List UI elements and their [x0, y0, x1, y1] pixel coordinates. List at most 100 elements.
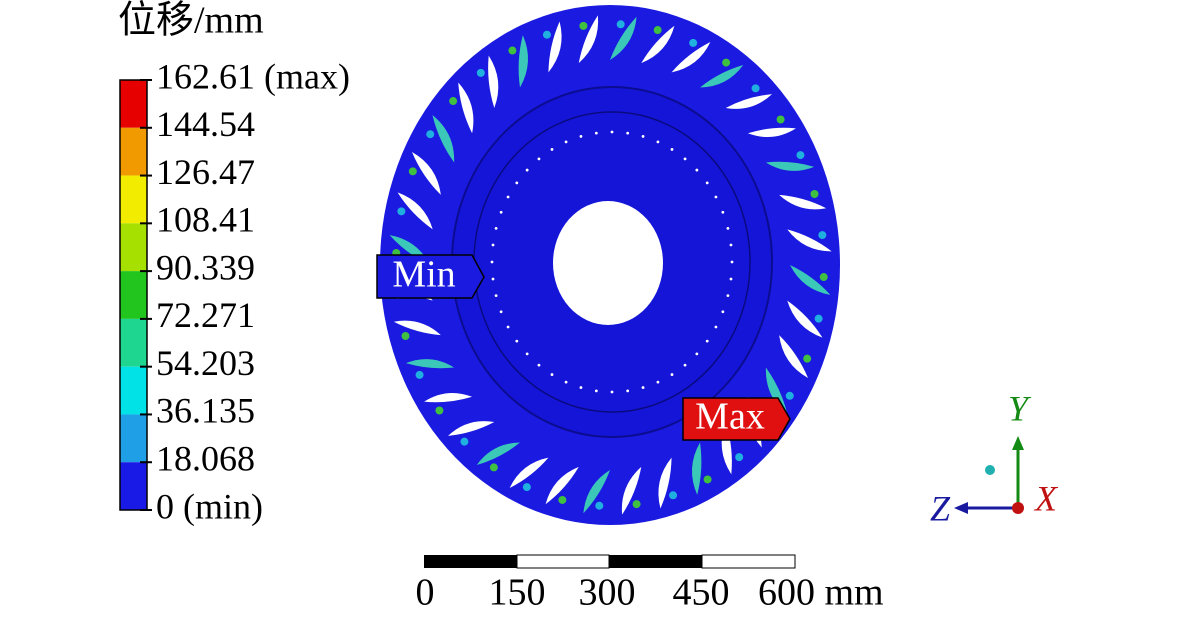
- blade-gap: [779, 335, 809, 379]
- bolt-hole: [656, 140, 660, 144]
- blade-tip: [776, 115, 785, 124]
- bolt-hole: [550, 373, 554, 376]
- blade-gap: [545, 466, 579, 505]
- blade-gap: [621, 466, 642, 515]
- blade-tip: [579, 21, 588, 30]
- blade-tip: [522, 483, 531, 492]
- bolt-holes: [490, 130, 734, 394]
- bolt-hole: [721, 210, 725, 214]
- bolt-hole: [491, 243, 495, 247]
- blade-gap: [700, 65, 744, 88]
- legend-swatch: [120, 271, 147, 319]
- bolt-hole: [515, 339, 519, 343]
- blade-gap: [424, 392, 473, 403]
- legend-frame: [119, 79, 148, 511]
- x-axis-dot: [1012, 502, 1024, 514]
- bolt-hole: [494, 294, 498, 298]
- legend-label: 54.203: [156, 343, 255, 383]
- legend-label: 144.54: [156, 104, 255, 144]
- color-legend: 162.61 (max) 144.54 126.47 108.41 90.339 72.2…: [119, 56, 350, 526]
- blade-tip: [542, 30, 551, 39]
- blade-tip: [785, 391, 794, 400]
- blade-tip: [653, 26, 662, 35]
- blade-gap: [765, 367, 788, 416]
- min-box: [376, 254, 485, 299]
- blade-gap: [393, 320, 441, 336]
- blade-tip: [476, 68, 485, 77]
- blade-tip: [722, 58, 731, 67]
- z-arrowhead: [954, 502, 968, 514]
- legend-swatch: [120, 318, 147, 367]
- bolt-hole: [714, 195, 718, 199]
- bolt-hole: [695, 168, 699, 172]
- blade-gap: [432, 114, 455, 163]
- legend-label: 108.41: [156, 200, 255, 240]
- view-dot: [985, 465, 995, 475]
- blade-gap: [518, 35, 529, 88]
- bolt-hole: [506, 325, 510, 329]
- bolt-hole: [626, 389, 630, 393]
- blade-gap: [691, 442, 702, 495]
- bolt-hole: [515, 181, 519, 185]
- bolt-hole: [726, 294, 730, 298]
- bolt-hole: [610, 390, 614, 394]
- max-label: Max: [695, 396, 765, 438]
- bolt-hole: [506, 195, 510, 199]
- bolt-hole: [537, 363, 541, 367]
- blade-gap: [548, 21, 562, 73]
- bolt-hole: [499, 310, 503, 314]
- legend-label: 36.135: [156, 391, 255, 431]
- blade-gap: [488, 55, 499, 108]
- scale-label: 0: [416, 572, 435, 614]
- bolt-hole: [537, 157, 541, 161]
- bolt-hole: [594, 389, 598, 393]
- legend-swatch: [120, 223, 147, 272]
- scale-label: 300: [579, 572, 636, 614]
- scale-label: 150: [489, 572, 546, 614]
- scale-bar: 0 150 300 450 600 mm: [416, 554, 884, 614]
- legend-swatch: [120, 366, 147, 415]
- blade-tip: [449, 97, 458, 106]
- blade-tip: [735, 453, 744, 462]
- bolt-hole: [525, 168, 529, 172]
- legend-swatch: [120, 414, 147, 463]
- scale-segment: [424, 555, 517, 568]
- scale-label: 450: [673, 572, 730, 614]
- blade-gap: [725, 94, 773, 109]
- blade-gap: [747, 127, 796, 138]
- blade-tip: [819, 273, 828, 282]
- blade-gap: [658, 457, 672, 509]
- bolt-hole: [490, 260, 494, 264]
- blade-gap: [610, 16, 637, 60]
- scale-segment: [701, 554, 796, 569]
- z-axis-label: Z: [930, 488, 951, 528]
- legend-swatch: [120, 175, 147, 224]
- blade-tip: [796, 151, 805, 160]
- blade-tip: [669, 491, 678, 500]
- blade-tip: [632, 500, 641, 509]
- blade-tip: [803, 354, 812, 363]
- bolt-hole: [726, 226, 730, 230]
- x-axis-label: X: [1033, 478, 1059, 518]
- min-label: Min: [392, 254, 455, 296]
- blade-tip: [751, 84, 760, 93]
- blade-tip: [460, 437, 469, 446]
- legend-label: 126.47: [156, 152, 255, 192]
- bolt-hole: [683, 157, 687, 161]
- blade-gap: [671, 42, 711, 73]
- blade-gap: [447, 421, 495, 436]
- bolt-hole: [550, 148, 554, 151]
- bolt-hole: [729, 243, 733, 247]
- bolt-hole: [626, 131, 630, 135]
- bolt-hole: [683, 363, 687, 367]
- blade-gap: [509, 457, 549, 488]
- blade-tip: [818, 231, 827, 240]
- blade-tip: [558, 495, 567, 504]
- legend-swatch: [120, 80, 147, 128]
- blade-tip: [426, 130, 435, 139]
- max-box: [682, 397, 791, 441]
- bolt-hole: [641, 135, 645, 138]
- blade-gap: [787, 229, 832, 252]
- blade-gap: [641, 25, 675, 64]
- legend-label: 0 (min): [156, 486, 263, 526]
